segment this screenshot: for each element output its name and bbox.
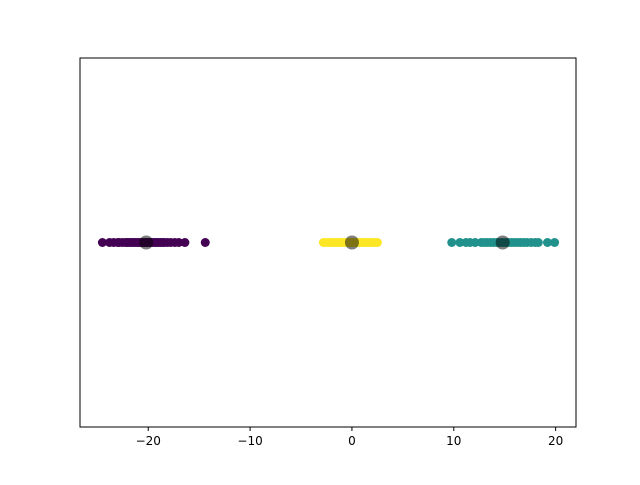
cluster-centers (139, 235, 510, 250)
plot-frame (79, 57, 577, 428)
x-tick-label: −10 (237, 434, 262, 448)
data-point (97, 238, 107, 247)
data-point (542, 238, 552, 247)
data-point (550, 238, 560, 247)
x-tick-label: 0 (348, 434, 356, 448)
center-point (344, 235, 359, 250)
data-point (180, 238, 190, 247)
x-tick-label: 10 (446, 434, 461, 448)
data-point (372, 238, 382, 247)
data-point (533, 238, 543, 247)
data-marks (97, 238, 560, 247)
data-point (200, 238, 210, 247)
x-tick-label: 20 (548, 434, 563, 448)
data-point (447, 238, 457, 247)
center-point (495, 235, 510, 250)
center-point (139, 235, 154, 250)
x-axis: −20 −10 0 10 20 (136, 427, 563, 448)
x-tick-label: −20 (136, 434, 161, 448)
